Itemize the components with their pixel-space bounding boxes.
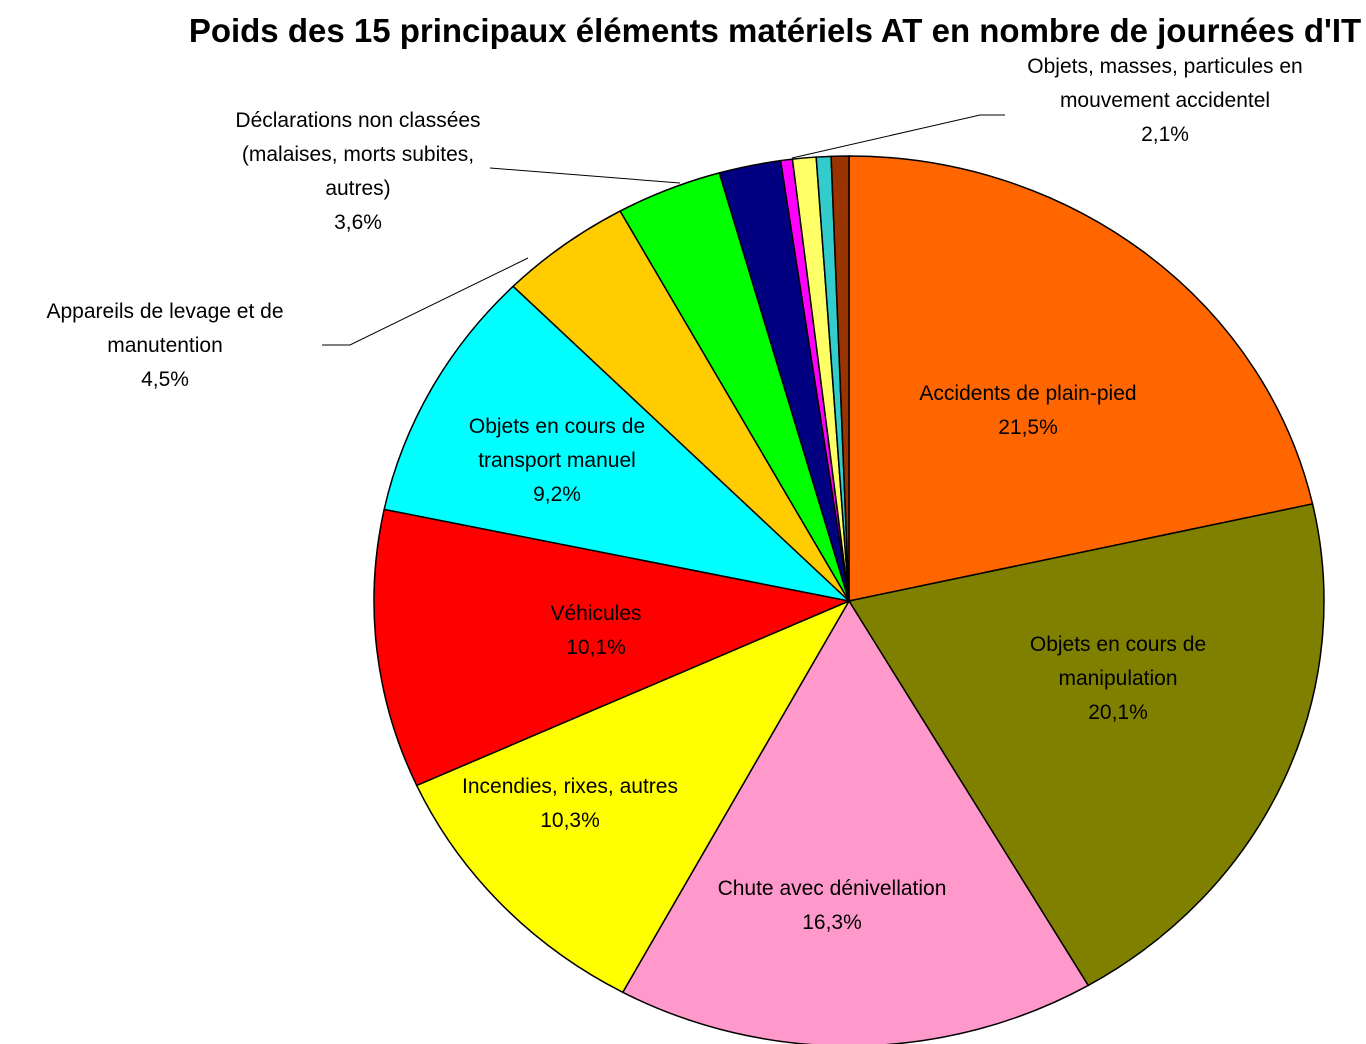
- pie-slice: [383, 285, 852, 603]
- category-name: Véhicules: [550, 602, 642, 625]
- category-name: Objets en cours de transport manuel: [468, 415, 646, 472]
- pie-slice: [621, 599, 1090, 1044]
- value-label: 10,3%: [540, 809, 600, 832]
- slice-label: Chute avec dénivellation 16,3%: [667, 872, 997, 940]
- slice-label: Objets en cours de manipulation 20,1%: [988, 628, 1248, 730]
- value-label: 21,5%: [998, 416, 1058, 439]
- slice-label: Accidents de plain-pied 21,5%: [878, 377, 1178, 445]
- category-name: Accidents de plain-pied: [919, 382, 1137, 405]
- slice-label: Appareils de levage et de manutention 4,5…: [0, 295, 330, 397]
- pie-slice: [830, 155, 850, 602]
- slice-label: Véhicules 10,1%: [496, 597, 696, 665]
- category-name: Objets en cours de manipulation: [1029, 633, 1207, 690]
- pie-slice: [847, 503, 1325, 987]
- pie-slice: [373, 508, 852, 787]
- value-label: 4,5%: [141, 368, 189, 391]
- slice-label: Objets, masses, particules en mouvement …: [1005, 50, 1325, 152]
- category-name: Incendies, rixes, autres: [462, 775, 678, 798]
- value-label: 3,6%: [334, 211, 382, 234]
- value-label: 2,1%: [1141, 123, 1189, 146]
- pie-slice: [848, 155, 1314, 602]
- value-label: 9,2%: [533, 483, 581, 506]
- category-name: Chute avec dénivellation: [717, 877, 947, 900]
- leader-line: [322, 257, 529, 346]
- leader-line: [791, 114, 1005, 159]
- chart-title: Poids des 15 principaux éléments matérie…: [188, 12, 1362, 49]
- category-name: Appareils de levage et de manutention: [46, 300, 284, 357]
- pie-slice: [415, 599, 851, 994]
- value-label: 20,1%: [1088, 701, 1148, 724]
- category-name: Objets, masses, particules en mouvement …: [1027, 55, 1303, 112]
- slice-label: Objets en cours de transport manuel 9,2%: [437, 410, 677, 512]
- category-name: Déclarations non classées (malaises, mor…: [235, 109, 481, 200]
- leader-line: [489, 167, 681, 184]
- slice-label: Déclarations non classées (malaises, mor…: [218, 104, 498, 240]
- value-label: 10,1%: [566, 636, 626, 659]
- slice-label: Incendies, rixes, autres 10,3%: [420, 770, 720, 838]
- value-label: 16,3%: [802, 911, 862, 934]
